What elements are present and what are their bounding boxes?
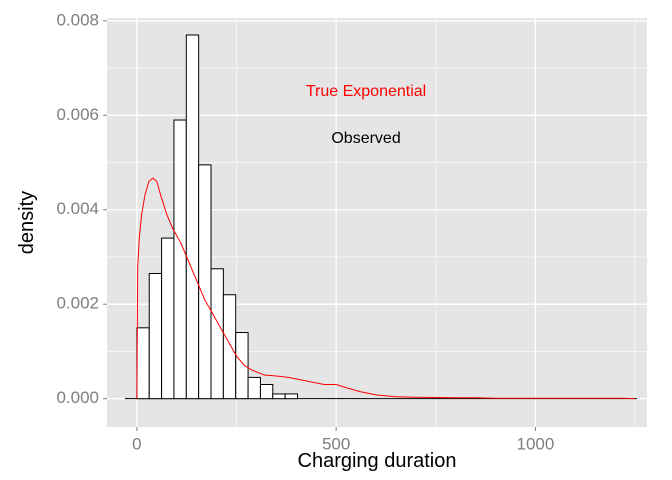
annotations: True Exponential Observed (306, 83, 426, 147)
histogram-bar (247, 376, 261, 400)
annotation-label: True Exponential (306, 83, 426, 100)
histogram-bar (185, 34, 200, 400)
histogram-bar (222, 294, 237, 400)
histogram-bar (148, 273, 163, 400)
histogram-bar (210, 268, 224, 400)
x-axis-title: Charging duration (298, 450, 457, 472)
histogram-bar (161, 237, 175, 400)
x-tick-label: 0 (132, 434, 141, 453)
x-tick-label: 500 (322, 434, 350, 453)
y-tick-label: 0.008 (56, 10, 99, 29)
histogram-bar (136, 327, 150, 400)
density-curve (136, 177, 636, 400)
histogram-bar (235, 332, 249, 400)
histogram-bar (198, 164, 212, 400)
x-tick-label: 1000 (516, 434, 554, 453)
y-tick-label: 0.006 (56, 105, 99, 124)
y-tick-label: 0.000 (56, 388, 99, 407)
histogram-bar (173, 119, 187, 400)
histogram-bar (284, 393, 298, 400)
y-tick-label: 0.004 (56, 199, 99, 218)
annotation-label: Observed (331, 130, 400, 147)
histogram-bars (124, 34, 638, 400)
density-lines (136, 177, 636, 400)
histogram-bar (259, 383, 274, 400)
histogram-bar (272, 393, 286, 400)
y-tick-label: 0.002 (56, 294, 99, 313)
axes: 0 500 1000 0.000 0.002 0.004 0.006 0.008 (56, 10, 554, 453)
y-axis-title: density (16, 191, 38, 254)
